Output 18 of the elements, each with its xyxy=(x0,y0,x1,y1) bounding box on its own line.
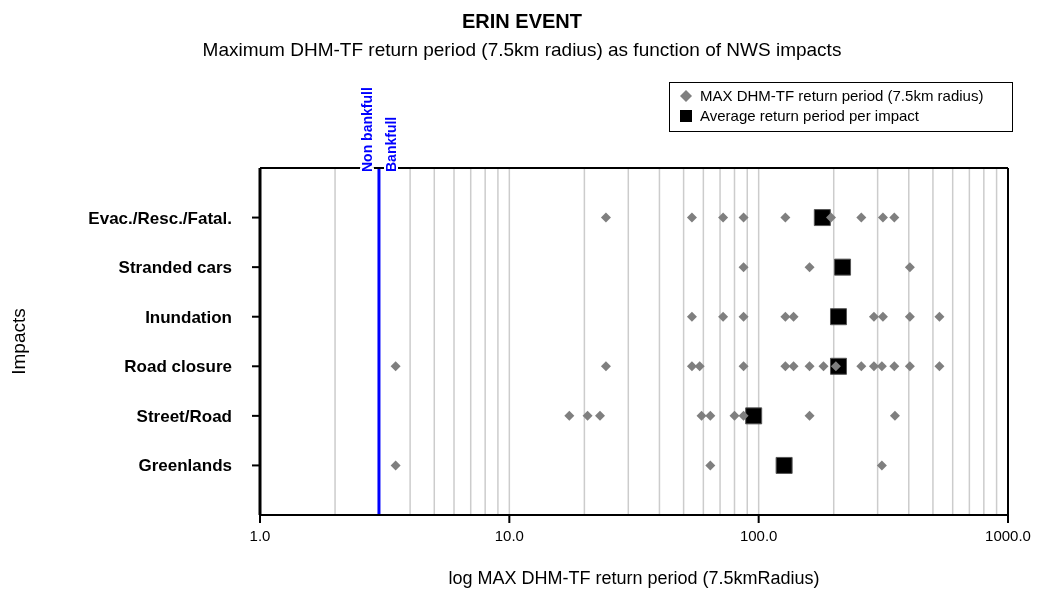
annotation: Non bankfull xyxy=(358,87,375,172)
chart-title: ERIN EVENT xyxy=(461,10,583,33)
y-tick-label: Stranded cars xyxy=(118,258,232,278)
y-tick-label: Inundation xyxy=(145,307,232,327)
x-tick-label: 10.0 xyxy=(494,527,524,544)
y-tick-label: Greenlands xyxy=(138,456,232,476)
y-tick-label: Evac./Resc./Fatal. xyxy=(88,208,232,228)
y-tick-label: Street/Road xyxy=(136,406,232,426)
chart-subtitle: Maximum DHM-TF return period (7.5km radius) as function of NWS impacts xyxy=(201,39,843,61)
x-tick-label: 1.0 xyxy=(249,527,271,544)
legend-label: MAX DHM-TF return period (7.5km radius) xyxy=(700,87,984,105)
y-axis-title: Impacts xyxy=(7,308,29,375)
x-tick-label: 100.0 xyxy=(739,527,778,544)
y-tick-label: Road closure xyxy=(124,357,232,377)
annotation: Bankfull xyxy=(382,116,399,172)
x-axis-title: log MAX DHM-TF return period (7.5kmRadius) xyxy=(448,568,820,588)
legend-label: Average return period per impact xyxy=(700,107,920,125)
x-tick-label: 1000.0 xyxy=(985,527,1031,544)
